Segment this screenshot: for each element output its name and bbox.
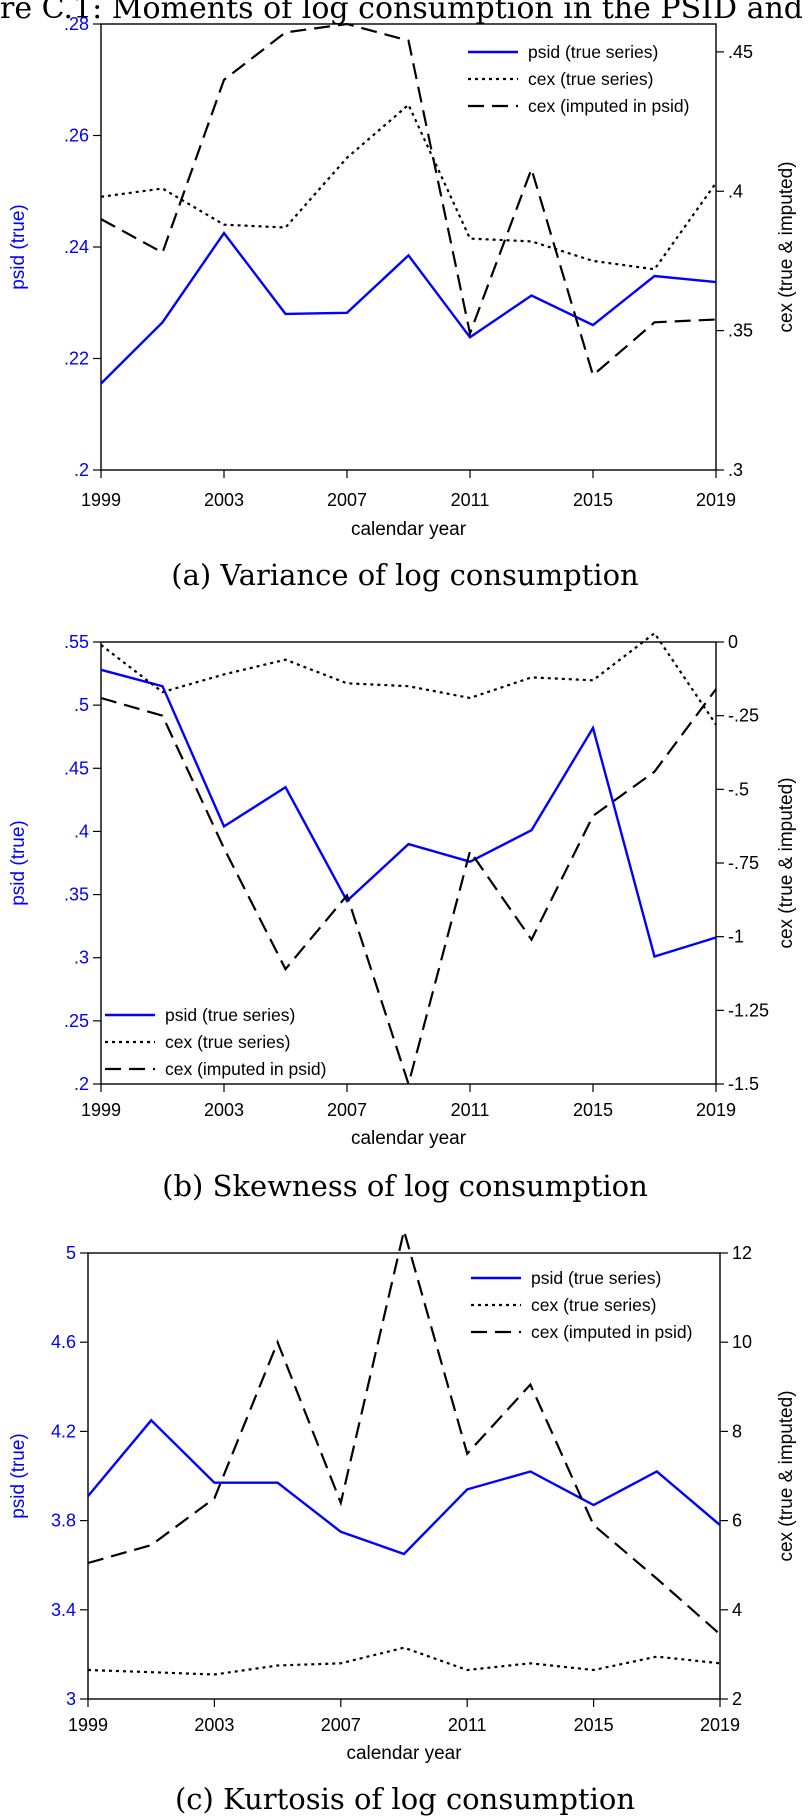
left-tick-label: .22 <box>64 349 89 369</box>
panel-caption: (a) Variance of log consumption <box>171 558 638 592</box>
x-axis-title: calendar year <box>351 1128 467 1149</box>
left-tick-label: 5 <box>66 1243 76 1263</box>
right-tick-label: -1.25 <box>728 1000 769 1020</box>
legend-label: cex (true series) <box>165 1032 290 1052</box>
x-tick-label: 2007 <box>321 1715 361 1735</box>
right-tick-label: 4 <box>732 1600 742 1620</box>
x-tick-label: 2015 <box>573 490 613 510</box>
x-axis-title: calendar year <box>346 1743 462 1764</box>
left-tick-label: .25 <box>64 1011 89 1031</box>
left-tick-label: .4 <box>74 821 89 841</box>
left-tick-label: 3.4 <box>51 1600 76 1620</box>
x-tick-label: 2019 <box>696 490 736 510</box>
right-tick-label: 8 <box>732 1421 742 1441</box>
legend-label: psid (true series) <box>165 1005 295 1025</box>
series-line-psid-true <box>100 231 717 385</box>
left-tick-label: .28 <box>64 14 89 34</box>
legend-label: psid (true series) <box>528 42 658 62</box>
chart-panel-c: 3 3.4 3.8 4.2 4.6 5 2 4 6 8 10 12 1999 2003 2007 2011 20… <box>8 1230 797 1816</box>
x-tick-label: 2011 <box>451 490 490 510</box>
legend-label: cex (true series) <box>528 69 653 89</box>
figure-title: re C.1: Moments of log consumption in th… <box>0 0 803 26</box>
right-tick-label: .4 <box>728 181 743 201</box>
left-tick-label: 3 <box>66 1689 76 1709</box>
x-tick-label: 2003 <box>204 1100 244 1120</box>
left-axis-title: psid (true) <box>8 820 29 906</box>
x-tick-label: 2019 <box>700 1715 740 1735</box>
left-tick-label: .5 <box>74 695 89 715</box>
left-tick-label: .35 <box>64 885 89 905</box>
plot-frame <box>87 1252 721 1700</box>
x-tick-label: 2007 <box>327 490 367 510</box>
right-tick-label: .35 <box>728 321 753 341</box>
x-tick-label: 2003 <box>194 1715 234 1735</box>
left-tick-label: .24 <box>64 237 89 257</box>
legend-label: cex (true series) <box>531 1295 656 1315</box>
series-line-psid-true <box>100 668 717 959</box>
right-tick-label: -.5 <box>728 779 749 799</box>
right-axis-title: cex (true & imputed) <box>776 161 797 332</box>
right-tick-label: 2 <box>732 1689 742 1709</box>
x-tick-label: 1999 <box>81 1100 121 1120</box>
left-tick-label: 4.6 <box>51 1332 76 1352</box>
legend-label: cex (imputed in psid) <box>165 1059 326 1079</box>
left-tick-label: .3 <box>74 948 89 968</box>
x-tick-label: 1999 <box>81 490 121 510</box>
legend: psid (true series) cex (true series) cex (… <box>471 1268 692 1342</box>
right-axis-title: cex (true & imputed) <box>776 777 797 948</box>
legend-label: cex (imputed in psid) <box>528 96 689 116</box>
plot-frame <box>100 23 717 471</box>
left-axis-title: psid (true) <box>8 1433 29 1519</box>
right-tick-label: 0 <box>728 632 738 652</box>
right-tick-label: -.75 <box>728 853 759 873</box>
left-axis-title: psid (true) <box>8 204 29 290</box>
legend-label: cex (imputed in psid) <box>531 1322 692 1342</box>
x-tick-label: 2003 <box>204 490 244 510</box>
left-tick-label: 3.8 <box>51 1511 76 1531</box>
series-line-cex-imputed <box>100 22 717 378</box>
chart-panel-b: .2 .25 .3 .35 .4 .45 .5 .55 0 -.25 -.5 -.75 -1 -1.25 -… <box>8 631 797 1203</box>
right-tick-label: -.25 <box>728 706 759 726</box>
left-tick-label: 4.2 <box>51 1421 76 1441</box>
x-tick-label: 2011 <box>451 1100 490 1120</box>
x-tick-label: 2019 <box>696 1100 736 1120</box>
legend: psid (true series) cex (true series) cex (… <box>468 42 689 116</box>
x-tick-label: 2015 <box>574 1715 614 1735</box>
right-tick-label: 6 <box>732 1511 742 1531</box>
series-line-cex-true <box>100 631 717 726</box>
right-tick-label: 10 <box>732 1332 752 1352</box>
panel-caption: (b) Skewness of log consumption <box>162 1169 648 1203</box>
legend: psid (true series) cex (true series) cex (… <box>105 1005 326 1079</box>
right-tick-label: 12 <box>732 1243 752 1263</box>
series-line-psid-true <box>87 1418 721 1556</box>
right-tick-label: -1.5 <box>728 1074 759 1094</box>
left-tick-label: .55 <box>64 632 89 652</box>
chart-panel-a: .2 .22 .24 .26 .28 .3 .35 .4 .45 1999 2003 2007 2011… <box>8 14 797 592</box>
left-tick-label: .45 <box>64 758 89 778</box>
series-line-cex-true <box>87 1646 721 1676</box>
right-tick-label: -1 <box>728 927 744 947</box>
plot-frame <box>100 641 717 1085</box>
right-tick-label: .45 <box>728 42 753 62</box>
right-tick-label: .3 <box>728 460 743 480</box>
right-axis-title: cex (true & imputed) <box>776 1390 797 1561</box>
panel-caption: (c) Kurtosis of log consumption <box>175 1782 635 1816</box>
x-axis-title: calendar year <box>351 519 467 540</box>
x-tick-label: 2015 <box>573 1100 613 1120</box>
x-tick-label: 2011 <box>448 1715 487 1735</box>
x-tick-label: 1999 <box>68 1715 108 1735</box>
legend-label: psid (true series) <box>531 1268 661 1288</box>
left-tick-label: .2 <box>74 1074 89 1094</box>
left-tick-label: .26 <box>64 126 89 146</box>
x-tick-label: 2007 <box>327 1100 367 1120</box>
left-tick-label: .2 <box>74 460 89 480</box>
